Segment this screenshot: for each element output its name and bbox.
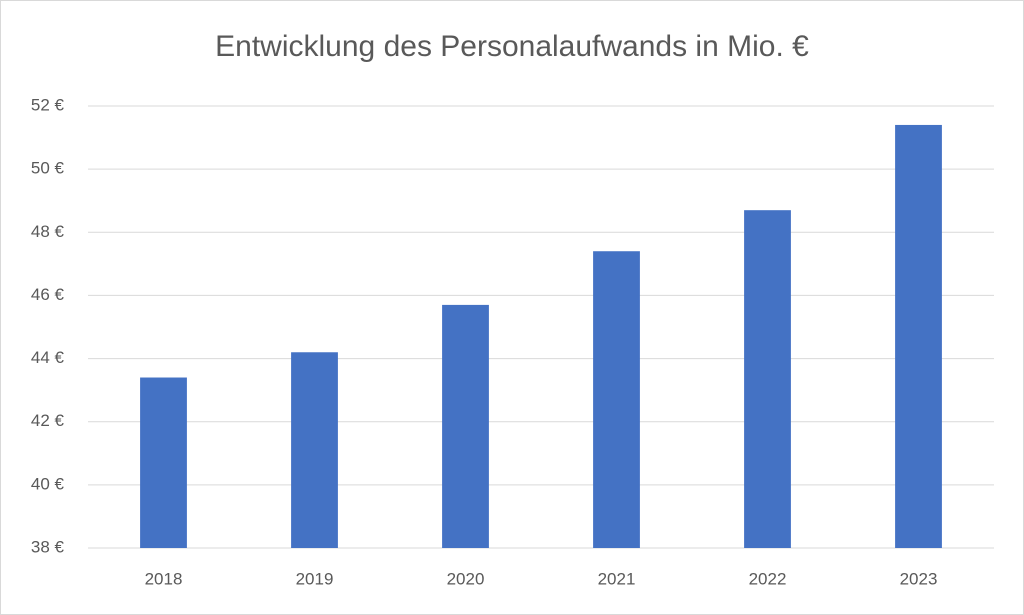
- y-tick-label: 52 €: [31, 95, 65, 114]
- bar: [744, 210, 791, 548]
- y-tick-label: 44 €: [31, 348, 65, 367]
- bar: [140, 377, 187, 548]
- y-tick-label: 50 €: [31, 159, 65, 178]
- bar: [895, 124, 942, 548]
- x-tick-label: 2021: [598, 569, 636, 588]
- x-tick-label: 2023: [900, 569, 938, 588]
- y-tick-label: 46 €: [31, 285, 65, 304]
- y-tick-label: 40 €: [31, 474, 65, 493]
- bar: [593, 251, 640, 548]
- bar: [291, 352, 338, 548]
- y-tick-label: 48 €: [31, 222, 65, 241]
- x-tick-label: 2022: [749, 569, 787, 588]
- y-tick-label: 42 €: [31, 411, 65, 430]
- x-tick-label: 2018: [145, 569, 183, 588]
- chart-title: Entwicklung des Personalaufwands in Mio.…: [215, 30, 809, 63]
- x-tick-label: 2020: [447, 569, 485, 588]
- bar: [442, 304, 489, 548]
- x-tick-label: 2019: [296, 569, 334, 588]
- y-tick-label: 38 €: [31, 537, 65, 556]
